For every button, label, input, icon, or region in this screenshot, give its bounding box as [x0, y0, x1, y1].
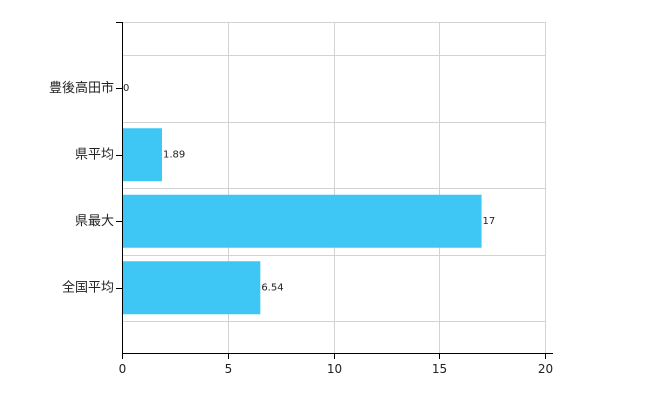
value-label: 17 — [483, 216, 496, 227]
labels-layer: 豊後高田市 0 県平均 1.89 県最大 17 全国平均 6.54 0 5 10 15 20 — [49, 80, 553, 376]
x-tick-label: 15 — [432, 362, 447, 376]
category-label: 県平均 — [75, 147, 114, 162]
x-tick-label: 20 — [538, 362, 553, 376]
value-label: 1.89 — [163, 149, 185, 160]
bar — [122, 261, 261, 315]
x-tick-label: 10 — [327, 362, 342, 376]
grid-layer — [122, 22, 546, 353]
value-label: 0 — [123, 83, 129, 94]
x-tick-label: 5 — [225, 362, 233, 376]
axis-layer — [116, 22, 553, 359]
category-label: 県最大 — [75, 214, 114, 229]
category-label: 豊後高田市 — [49, 80, 114, 96]
x-tick-label: 0 — [119, 362, 127, 376]
bar — [122, 194, 482, 248]
bars-layer — [122, 128, 482, 315]
bar — [122, 128, 162, 182]
value-label: 6.54 — [261, 282, 283, 293]
category-label: 全国平均 — [62, 279, 114, 295]
